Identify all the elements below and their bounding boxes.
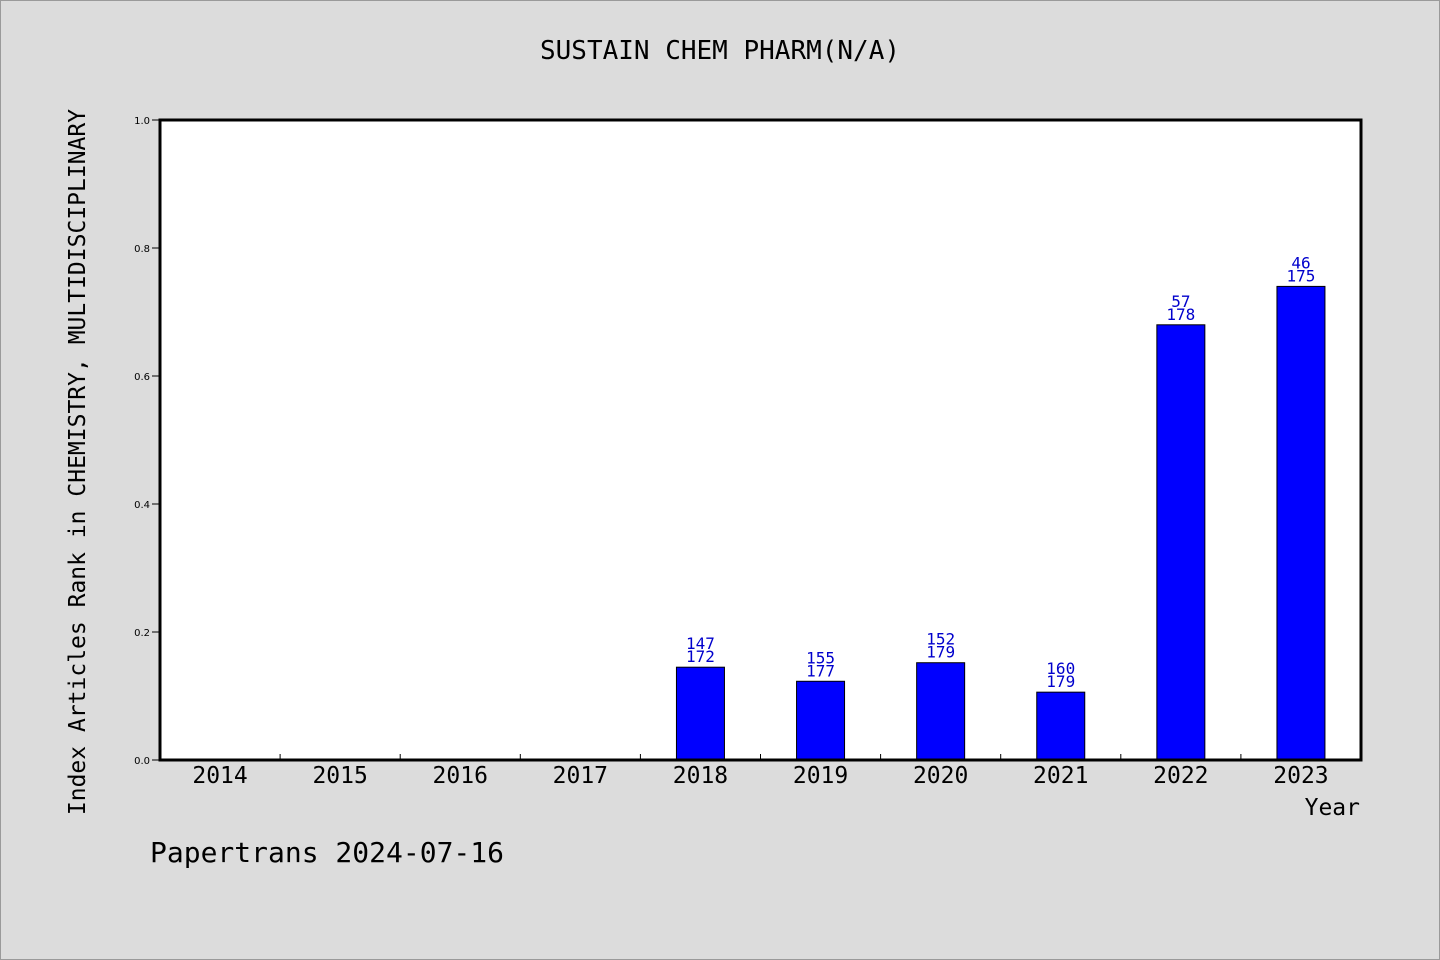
bar-label-rank: 57: [1171, 292, 1190, 311]
y-tick-label: 0.2: [134, 628, 150, 639]
footer-credit: Papertrans 2024-07-16: [150, 836, 505, 869]
x-tick-label: 2016: [433, 763, 488, 789]
y-tick-label: 0.8: [134, 244, 150, 255]
x-axis-label: Year: [1304, 795, 1360, 821]
bar-label-total: 175: [1286, 266, 1315, 285]
plot-border: [158, 118, 1363, 762]
y-tick-label: 0.6: [134, 372, 150, 383]
x-tick-label: 2015: [312, 763, 367, 789]
bar-label-total: 179: [926, 643, 955, 662]
x-tick-label: 2023: [1273, 763, 1328, 789]
chart-title: SUSTAIN CHEM PHARM(N/A): [539, 36, 901, 66]
x-tick-label: 2021: [1033, 763, 1088, 789]
bar-label-rank: 46: [1291, 253, 1310, 272]
bar: [796, 680, 846, 761]
bar-label-rank: 160: [1046, 659, 1075, 678]
y-tick-label: 0.0: [134, 756, 150, 767]
x-tick-label: 2020: [913, 763, 968, 789]
x-tick-label: 2019: [793, 763, 848, 789]
bar-label-total: 172: [686, 647, 715, 666]
bar: [1156, 324, 1206, 761]
bar: [675, 666, 725, 761]
bar-label-total: 177: [806, 661, 835, 680]
bar: [1036, 691, 1086, 761]
x-tick-label: 2017: [553, 763, 608, 789]
x-tick-label: 2018: [673, 763, 728, 789]
bar: [916, 662, 966, 761]
bar-label-rank: 152: [926, 630, 955, 649]
bar: [1276, 285, 1326, 761]
y-tick-label: 1.0: [134, 116, 150, 127]
y-tick-label: 0.4: [134, 500, 150, 511]
x-tick-label: 2022: [1153, 763, 1208, 789]
bar-label-rank: 155: [806, 648, 835, 667]
bar-label-total: 179: [1046, 672, 1075, 691]
x-tick-label: 2014: [192, 763, 247, 789]
bar-label-rank: 147: [686, 634, 715, 653]
bar-label-total: 178: [1166, 305, 1195, 324]
